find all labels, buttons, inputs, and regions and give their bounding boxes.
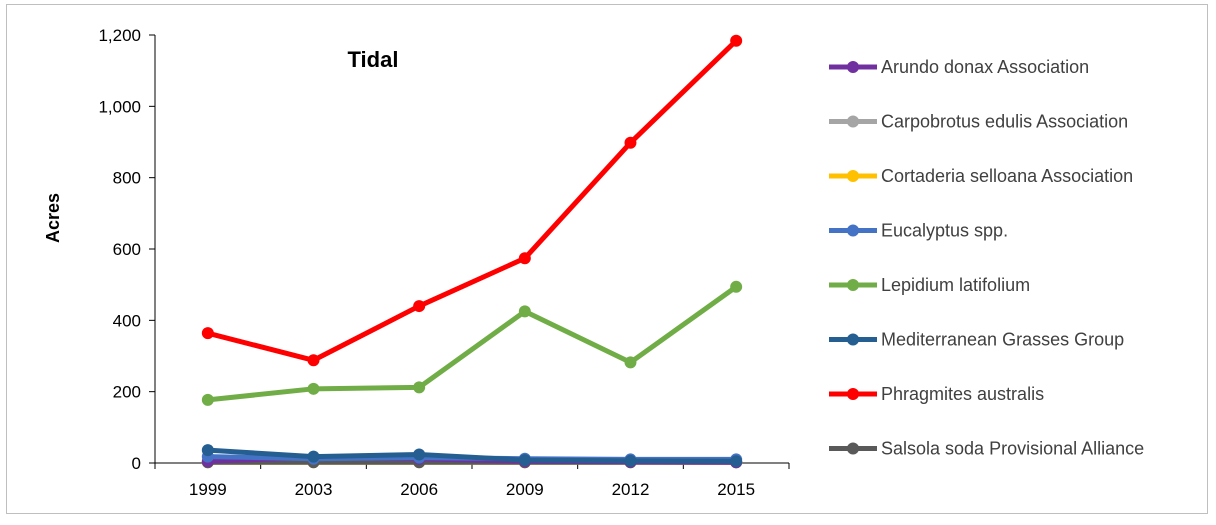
legend-item: Phragmites australis <box>829 384 1044 404</box>
data-point <box>624 356 637 369</box>
data-point <box>307 450 320 463</box>
axes <box>149 34 790 469</box>
x-tick-label: 2015 <box>717 480 755 499</box>
legend-swatch-marker <box>847 115 859 128</box>
chart-frame: 0 200 400 600 800 1,000 1,200 1999 2003 2006 2009… <box>6 4 1208 514</box>
y-tick-label: 1,000 <box>98 97 141 116</box>
series-mediterranean-grasses-group <box>201 444 743 468</box>
y-tick-label: 600 <box>113 240 141 259</box>
data-point <box>624 454 637 467</box>
data-point <box>730 455 743 468</box>
legend-item: Carpobrotus edulis Association <box>829 112 1128 132</box>
legend-swatch-marker <box>847 333 859 346</box>
data-point <box>307 354 320 367</box>
series-layer <box>201 34 743 469</box>
data-point <box>201 327 214 340</box>
x-tick-label: 2006 <box>400 480 438 499</box>
y-tick-label: 200 <box>113 383 141 402</box>
x-tick-label: 2003 <box>295 480 333 499</box>
data-point <box>730 280 743 293</box>
legend-label: Eucalyptus spp. <box>881 221 1008 241</box>
legend-label: Salsola soda Provisional Alliance <box>881 439 1144 459</box>
x-tick-labels: 1999 2003 2006 2009 2012 2015 <box>189 480 755 499</box>
legend-item: Lepidium latifolium <box>829 275 1030 295</box>
series-lepidium-latifolium <box>201 280 743 406</box>
legend-item: Mediterranean Grasses Group <box>829 330 1124 350</box>
legend-label: Cortaderia selloana Association <box>881 166 1133 186</box>
data-point <box>201 393 214 406</box>
data-point <box>413 381 426 394</box>
data-point <box>518 252 531 265</box>
y-tick-label: 400 <box>113 311 141 330</box>
legend-swatch-marker <box>847 388 859 400</box>
legend-label: Arundo donax Association <box>881 57 1089 77</box>
y-tick-labels: 0 200 400 600 800 1,000 1,200 <box>98 26 141 473</box>
x-tick-label: 2012 <box>612 480 650 499</box>
legend: Arundo donax Association Carpobrotus edul… <box>829 57 1144 459</box>
legend-swatch-marker <box>847 279 859 291</box>
data-point <box>518 454 531 467</box>
legend-item: Salsola soda Provisional Alliance <box>829 439 1144 459</box>
legend-item: Arundo donax Association <box>829 57 1089 77</box>
x-tick-label: 1999 <box>189 480 227 499</box>
legend-swatch-marker <box>847 170 859 182</box>
legend-swatch-marker <box>847 442 859 455</box>
y-axis-label: Acres <box>43 193 63 243</box>
y-tick-label: 1,200 <box>98 26 141 45</box>
data-point <box>730 34 743 47</box>
legend-label: Lepidium latifolium <box>881 275 1030 295</box>
legend-item: Cortaderia selloana Association <box>829 166 1133 186</box>
legend-swatch-marker <box>847 224 859 237</box>
legend-swatch-marker <box>847 61 859 73</box>
data-point <box>413 300 426 313</box>
data-point <box>413 448 426 461</box>
legend-label: Carpobrotus edulis Association <box>881 112 1128 132</box>
legend-label: Mediterranean Grasses Group <box>881 330 1124 350</box>
data-point <box>201 444 214 457</box>
legend-item: Eucalyptus spp. <box>829 221 1008 241</box>
x-tick-label: 2009 <box>506 480 544 499</box>
series-line <box>205 284 739 403</box>
series-line <box>205 447 739 464</box>
series-line <box>205 38 739 363</box>
y-tick-label: 0 <box>132 454 141 473</box>
chart-title: Tidal <box>348 47 399 72</box>
data-point <box>307 382 320 395</box>
legend-label: Phragmites australis <box>881 384 1044 404</box>
series-phragmites-australis <box>201 34 743 367</box>
data-point <box>624 136 637 149</box>
line-chart: 0 200 400 600 800 1,000 1,200 1999 2003 2006 2009… <box>43 26 1144 499</box>
y-tick-label: 800 <box>113 169 141 188</box>
data-point <box>518 305 531 318</box>
